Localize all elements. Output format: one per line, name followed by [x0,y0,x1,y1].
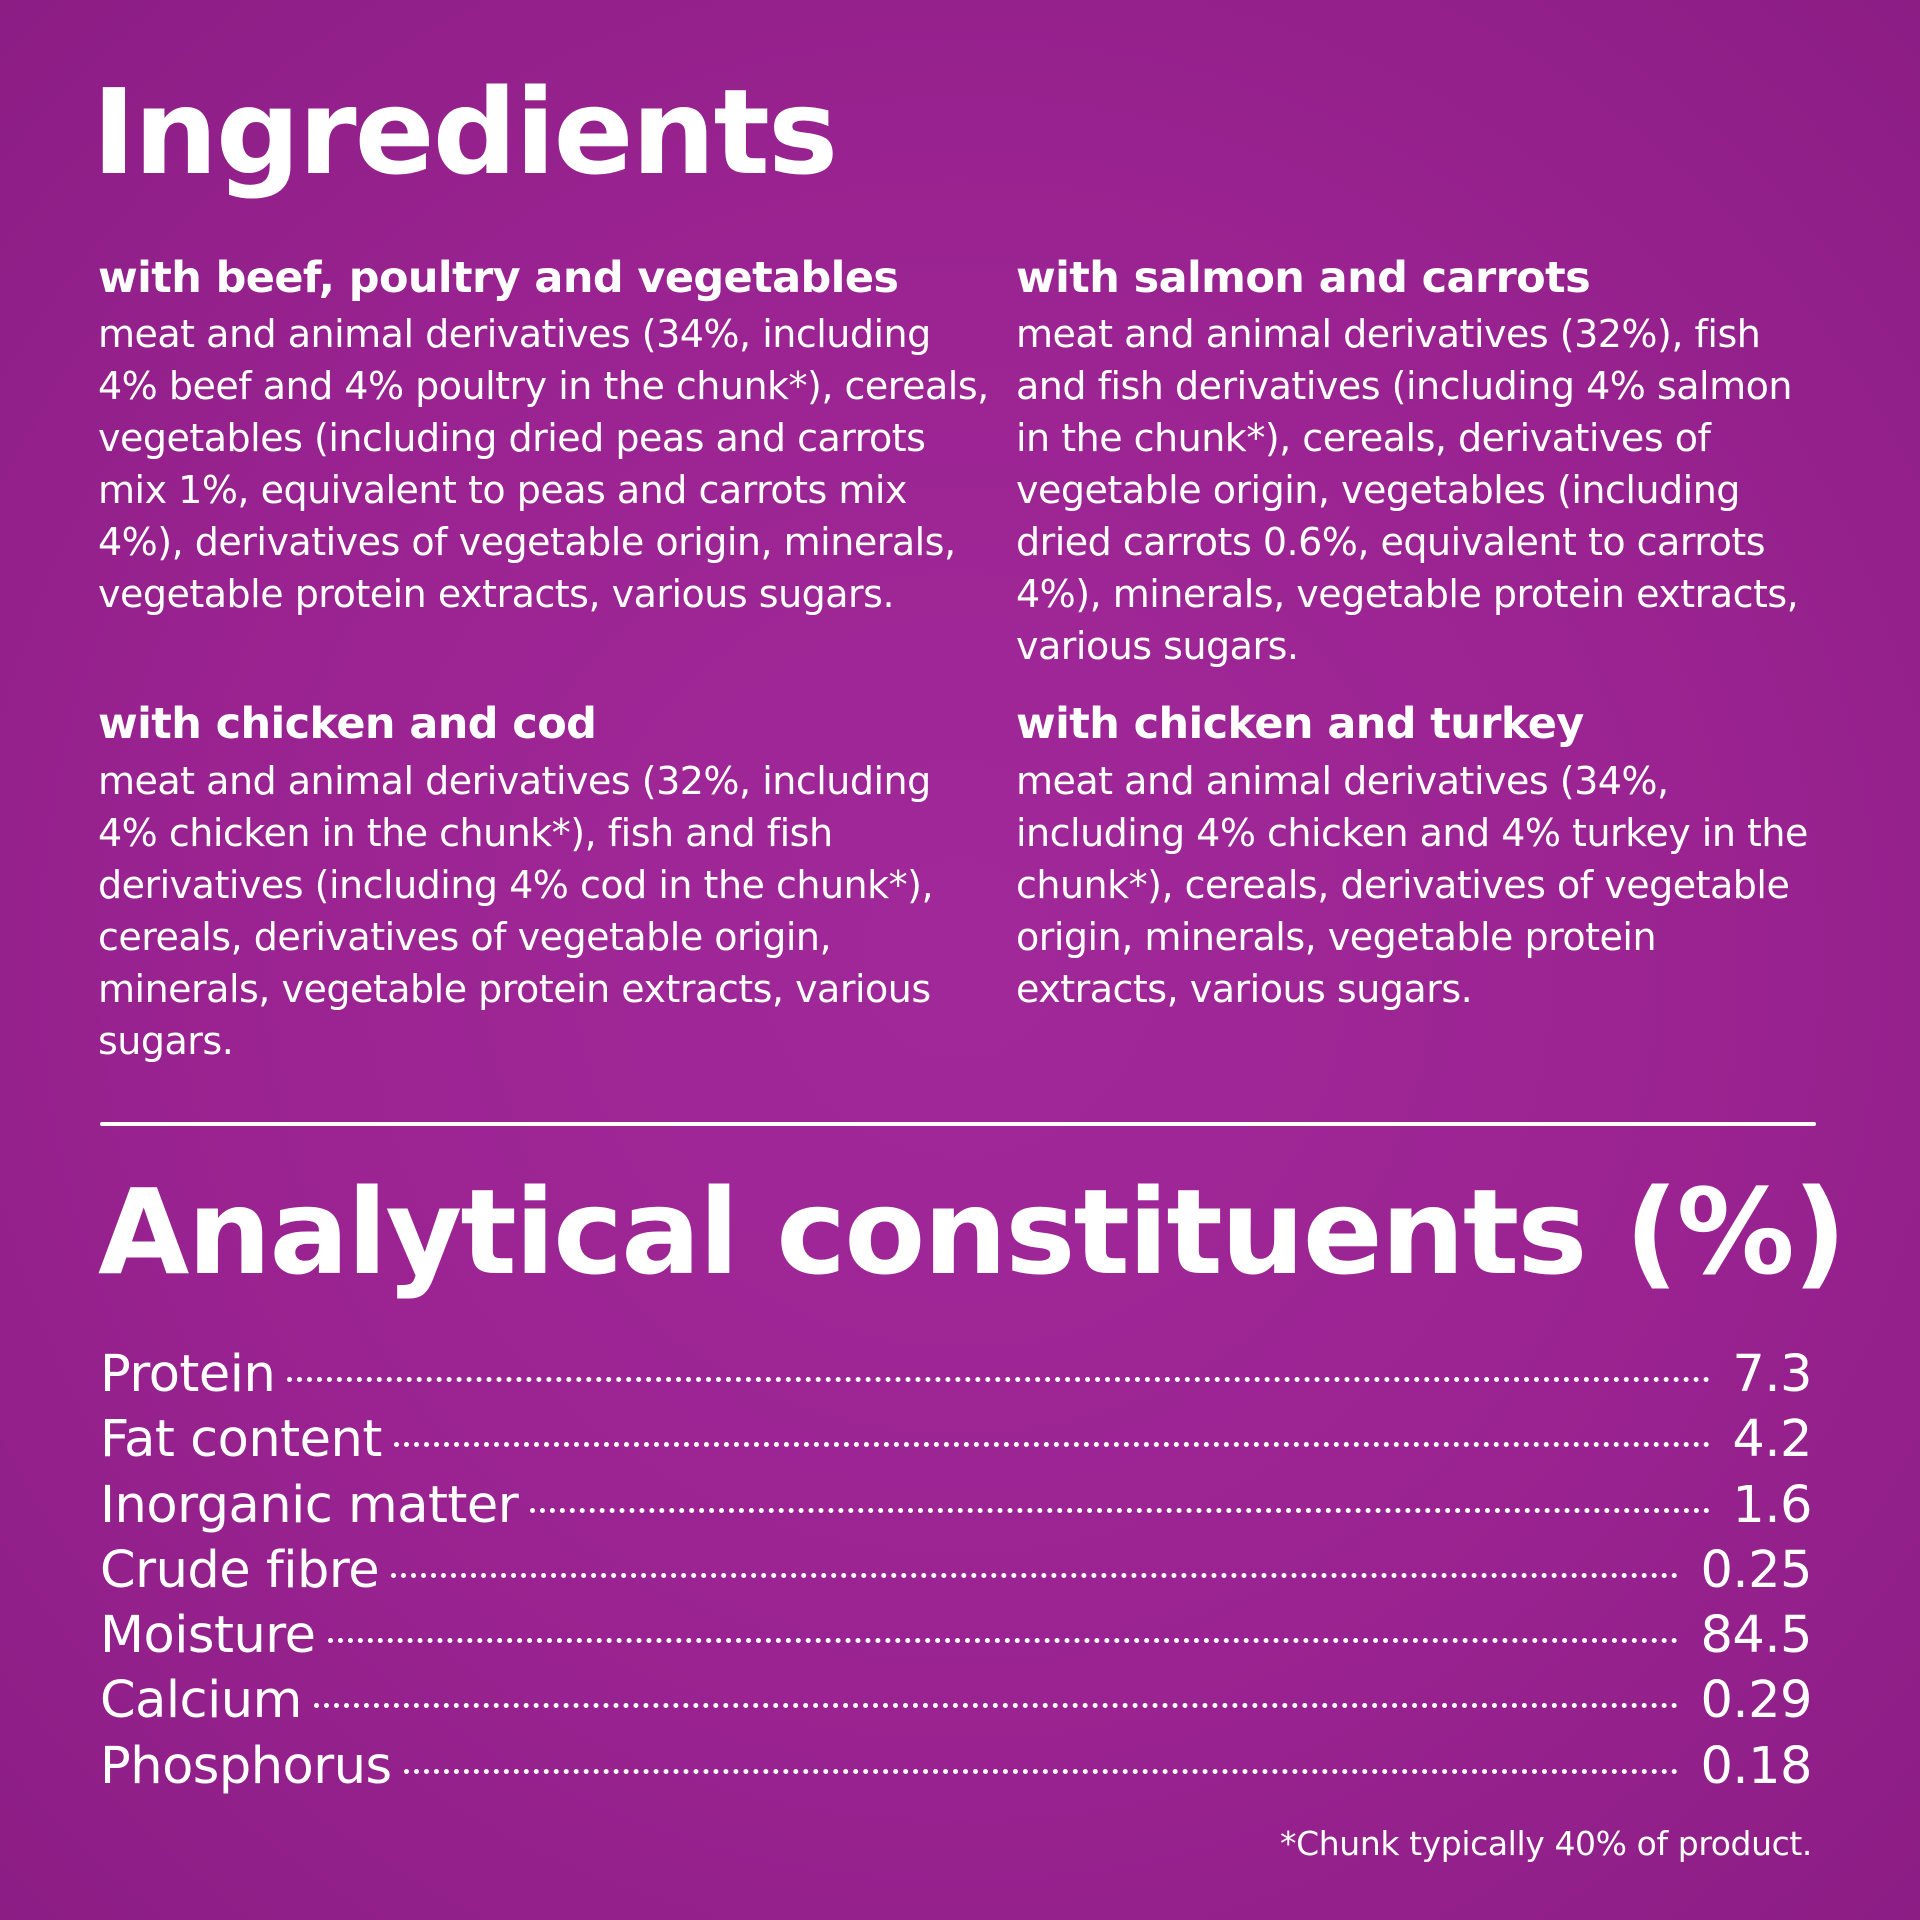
constituent-value: 4.2 [1732,1410,1812,1470]
dot-leader [393,1442,1711,1448]
recipe-ingredients-text: meat and animal derivatives (34%, includ… [98,312,989,617]
dot-leader [391,1572,1679,1578]
constituent-value: 1.6 [1732,1475,1812,1535]
constituent-name: Inorganic matter [100,1475,519,1535]
section-divider [100,1122,1816,1126]
constituent-row-fat-content: Fat content 4.2 [100,1410,1812,1475]
recipe-name: with beef, poultry and vegetables [98,253,899,303]
recipe-name: with chicken and cod [98,699,597,750]
dot-leader [313,1703,1679,1709]
recipe-chicken-turkey: with chicken and turkey meat and animal … [1016,698,1838,1066]
recipe-ingredients-text: meat and animal derivatives (34%, includ… [1016,758,1808,1011]
constituent-name: Crude fibre [100,1540,380,1600]
constituent-row-inorganic-matter: Inorganic matter 1.6 [100,1476,1812,1541]
constituent-row-calcium: Calcium 0.29 [100,1671,1812,1736]
constituent-row-phosphorus: Phosphorus 0.18 [100,1737,1812,1802]
analytical-constituents-title: Analytical constituents (%) [98,1163,1847,1301]
constituent-value: 84.5 [1700,1606,1812,1666]
constituent-name: Phosphorus [100,1736,392,1796]
dot-leader [530,1507,1711,1513]
constituent-row-protein: Protein 7.3 [100,1345,1812,1410]
recipe-ingredients-text: meat and animal derivatives (32%), fish … [1016,312,1799,669]
constituent-value: 0.25 [1700,1540,1812,1600]
recipe-beef-poultry-vegetables: with beef, poultry and vegetables meat a… [98,252,1016,672]
footnote: *Chunk typically 40% of product. [1280,1824,1812,1863]
recipe-list: with beef, poultry and vegetables meat a… [98,252,1838,1067]
constituent-value: 7.3 [1732,1345,1812,1404]
recipe-chicken-cod: with chicken and cod meat and animal der… [98,698,1016,1066]
dot-leader [403,1768,1679,1774]
constituent-value: 0.18 [1700,1736,1812,1796]
dot-leader [287,1377,1711,1382]
recipe-ingredients-text: meat and animal derivatives (32%, includ… [98,758,934,1063]
constituent-name: Fat content [100,1410,382,1470]
constituent-row-moisture: Moisture 84.5 [100,1606,1812,1671]
analytical-constituents-list: Protein 7.3 Fat content 4.2 Inorganic ma… [100,1345,1812,1802]
ingredients-title: Ingredients [92,63,838,201]
constituent-name: Calcium [100,1671,302,1731]
recipe-name: with salmon and carrots [1016,253,1591,303]
constituent-row-crude-fibre: Crude fibre 0.25 [100,1541,1812,1606]
recipe-name: with chicken and turkey [1016,699,1584,750]
dot-leader [327,1638,1679,1644]
constituent-value: 0.29 [1700,1671,1812,1731]
recipe-salmon-carrots: with salmon and carrots meat and animal … [1016,252,1838,672]
constituent-name: Protein [100,1345,276,1404]
constituent-name: Moisture [100,1606,316,1666]
